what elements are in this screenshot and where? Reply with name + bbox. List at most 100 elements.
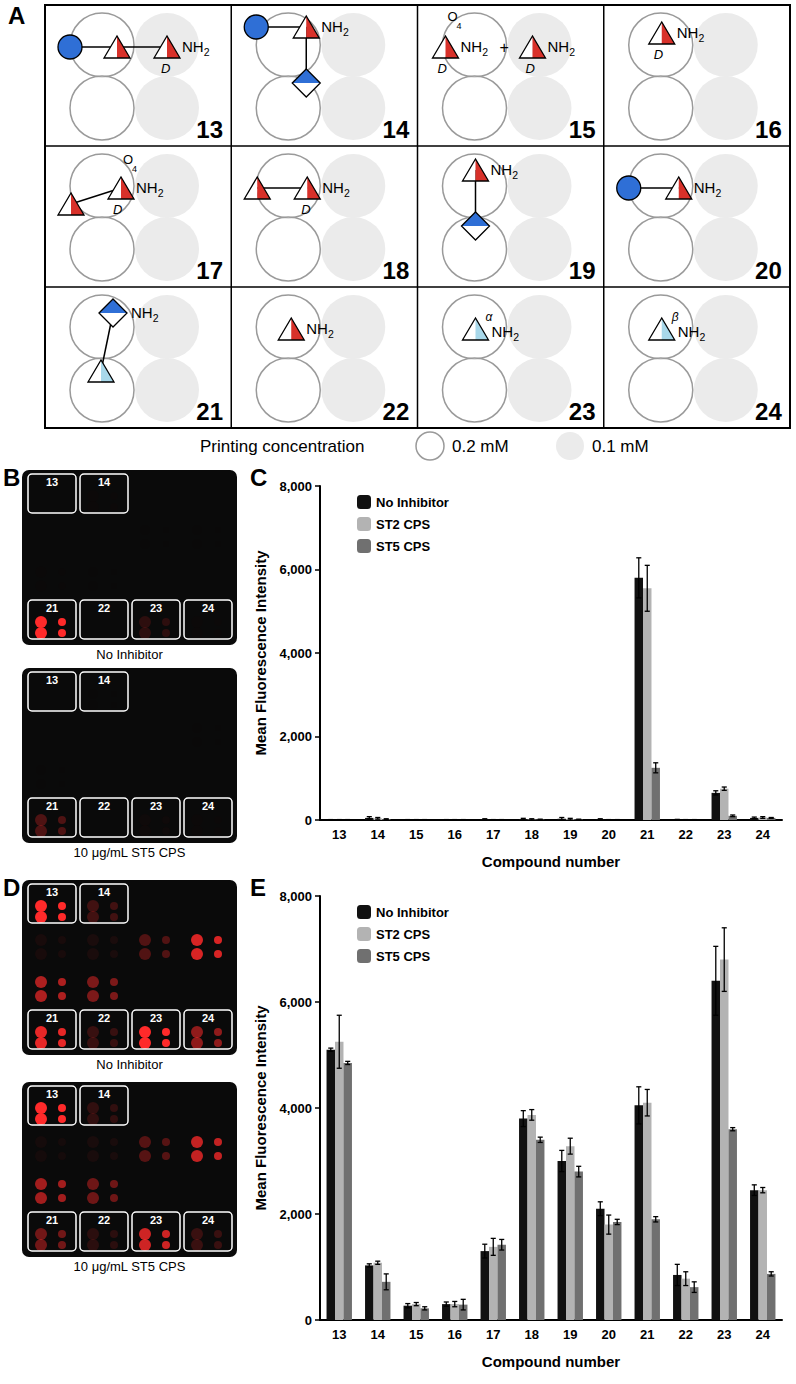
svg-text:NH2: NH2 bbox=[677, 24, 705, 44]
svg-text:0.2 mM: 0.2 mM bbox=[452, 437, 509, 456]
svg-text:NH2: NH2 bbox=[321, 18, 349, 38]
svg-text:13: 13 bbox=[332, 827, 346, 842]
svg-text:21: 21 bbox=[46, 800, 58, 812]
svg-text:Mean Fluorescence Intensity: Mean Fluorescence Intensity bbox=[252, 1005, 269, 1211]
svg-text:24: 24 bbox=[756, 1327, 771, 1342]
svg-text:24: 24 bbox=[755, 398, 782, 425]
svg-text:B: B bbox=[3, 464, 20, 491]
svg-text:20: 20 bbox=[602, 827, 616, 842]
svg-text:NH2: NH2 bbox=[306, 320, 334, 340]
svg-text:20: 20 bbox=[755, 257, 782, 284]
svg-text:23: 23 bbox=[150, 1012, 162, 1024]
svg-text:β: β bbox=[671, 310, 679, 324]
svg-text:4,000: 4,000 bbox=[279, 1101, 312, 1116]
svg-text:15: 15 bbox=[569, 116, 596, 143]
svg-text:24: 24 bbox=[202, 1214, 215, 1226]
svg-text:E: E bbox=[250, 874, 266, 901]
svg-text:ST2 CPS: ST2 CPS bbox=[376, 927, 431, 942]
svg-text:Compound number: Compound number bbox=[482, 853, 620, 870]
svg-text:No Inhibitor: No Inhibitor bbox=[96, 647, 163, 662]
svg-text:16: 16 bbox=[755, 116, 782, 143]
svg-text:C: C bbox=[250, 464, 267, 491]
svg-text:NH2: NH2 bbox=[182, 38, 210, 58]
svg-text:13: 13 bbox=[196, 116, 223, 143]
svg-text:22: 22 bbox=[679, 827, 693, 842]
svg-text:4,000: 4,000 bbox=[279, 646, 312, 661]
svg-text:14: 14 bbox=[98, 1088, 111, 1100]
svg-text:14: 14 bbox=[98, 886, 111, 898]
svg-text:19: 19 bbox=[563, 1327, 577, 1342]
svg-text:13: 13 bbox=[46, 1088, 58, 1100]
svg-text:Mean Fluorescence Intensity: Mean Fluorescence Intensity bbox=[252, 550, 269, 756]
svg-text:14: 14 bbox=[98, 476, 111, 488]
svg-text:18: 18 bbox=[525, 827, 539, 842]
svg-text:No Inhibitor: No Inhibitor bbox=[376, 495, 449, 510]
svg-text:23: 23 bbox=[569, 398, 596, 425]
svg-text:24: 24 bbox=[756, 827, 771, 842]
svg-text:19: 19 bbox=[563, 827, 577, 842]
svg-text:23: 23 bbox=[150, 800, 162, 812]
svg-text:15: 15 bbox=[409, 1327, 423, 1342]
svg-text:21: 21 bbox=[46, 602, 58, 614]
svg-text:D: D bbox=[161, 61, 170, 76]
svg-text:22: 22 bbox=[98, 602, 110, 614]
svg-text:6,000: 6,000 bbox=[279, 562, 312, 577]
svg-text:ST2 CPS: ST2 CPS bbox=[376, 517, 431, 532]
svg-text:O: O bbox=[123, 152, 133, 167]
svg-text:24: 24 bbox=[202, 800, 215, 812]
svg-text:13: 13 bbox=[46, 886, 58, 898]
svg-text:17: 17 bbox=[486, 1327, 500, 1342]
svg-text:21: 21 bbox=[640, 827, 654, 842]
svg-text:23: 23 bbox=[150, 1214, 162, 1226]
svg-text:NH2: NH2 bbox=[548, 38, 576, 58]
svg-text:15: 15 bbox=[409, 827, 423, 842]
svg-text:24: 24 bbox=[202, 1012, 215, 1024]
svg-text:ST5 CPS: ST5 CPS bbox=[376, 539, 431, 554]
svg-text:NH2: NH2 bbox=[322, 179, 350, 199]
svg-text:D: D bbox=[3, 874, 20, 901]
svg-text:+: + bbox=[500, 39, 509, 56]
svg-text:17: 17 bbox=[486, 827, 500, 842]
svg-text:23: 23 bbox=[150, 602, 162, 614]
svg-text:14: 14 bbox=[371, 1327, 386, 1342]
svg-text:16: 16 bbox=[448, 1327, 462, 1342]
svg-text:NH2: NH2 bbox=[136, 179, 164, 199]
svg-text:NH2: NH2 bbox=[131, 304, 159, 324]
svg-text:A: A bbox=[8, 2, 25, 29]
svg-text:NH2: NH2 bbox=[678, 323, 706, 343]
svg-text:13: 13 bbox=[46, 674, 58, 686]
svg-text:D: D bbox=[654, 47, 663, 62]
svg-text:23: 23 bbox=[717, 827, 731, 842]
svg-text:D: D bbox=[438, 61, 447, 76]
svg-text:13: 13 bbox=[46, 476, 58, 488]
svg-text:22: 22 bbox=[98, 1012, 110, 1024]
svg-text:α: α bbox=[486, 310, 494, 324]
svg-text:18: 18 bbox=[525, 1327, 539, 1342]
svg-text:22: 22 bbox=[98, 800, 110, 812]
svg-text:NH2: NH2 bbox=[492, 323, 520, 343]
svg-text:10 μg/mL ST5 CPS: 10 μg/mL ST5 CPS bbox=[74, 845, 186, 860]
svg-text:No Inhibitor: No Inhibitor bbox=[376, 905, 449, 920]
svg-text:8,000: 8,000 bbox=[279, 479, 312, 494]
svg-text:10 μg/mL ST5 CPS: 10 μg/mL ST5 CPS bbox=[74, 1259, 186, 1274]
svg-text:D: D bbox=[526, 61, 535, 76]
svg-text:14: 14 bbox=[98, 674, 111, 686]
svg-text:21: 21 bbox=[46, 1012, 58, 1024]
svg-text:NH2: NH2 bbox=[694, 179, 722, 199]
svg-text:O: O bbox=[448, 9, 458, 24]
svg-text:17: 17 bbox=[196, 257, 223, 284]
svg-text:Compound number: Compound number bbox=[482, 1353, 620, 1370]
svg-text:NH2: NH2 bbox=[491, 161, 519, 181]
svg-text:21: 21 bbox=[640, 1327, 654, 1342]
svg-text:24: 24 bbox=[202, 602, 215, 614]
svg-text:21: 21 bbox=[46, 1214, 58, 1226]
svg-text:20: 20 bbox=[602, 1327, 616, 1342]
svg-text:21: 21 bbox=[196, 398, 223, 425]
svg-text:19: 19 bbox=[569, 257, 596, 284]
svg-text:No Inhibitor: No Inhibitor bbox=[96, 1057, 163, 1072]
svg-text:22: 22 bbox=[679, 1327, 693, 1342]
svg-text:23: 23 bbox=[717, 1327, 731, 1342]
svg-text:22: 22 bbox=[98, 1214, 110, 1226]
svg-text:D: D bbox=[301, 202, 310, 217]
svg-text:NH2: NH2 bbox=[461, 38, 489, 58]
